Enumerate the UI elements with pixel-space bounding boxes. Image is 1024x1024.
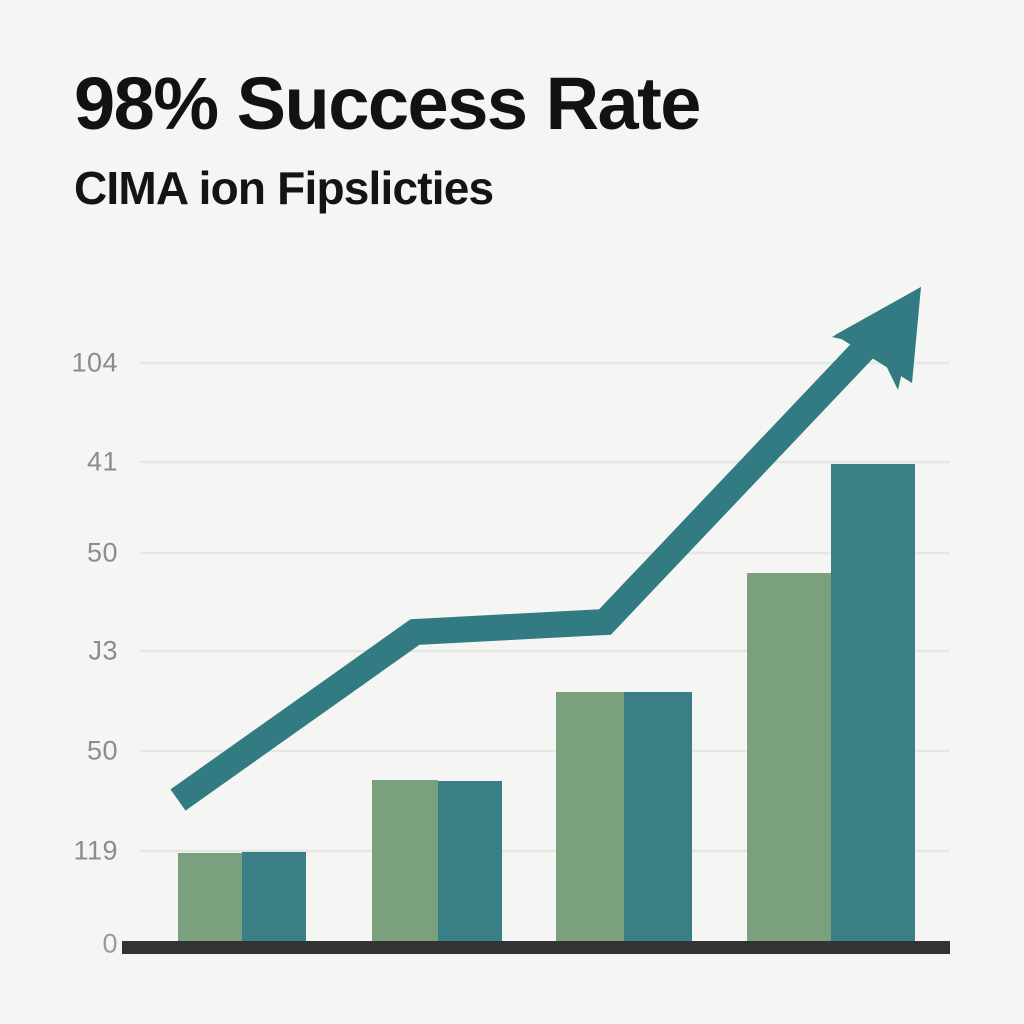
page-title: 98% Success Rate [74, 62, 701, 145]
y-axis-tick-label-1: 41 [86, 446, 118, 477]
y-axis-tick-label-2: 50 [86, 537, 118, 568]
x-axis-baseline [122, 941, 950, 954]
y-axis-tick-label-6: 0 [102, 928, 118, 959]
bar-segment-green-2 [372, 780, 438, 941]
trend-arrow-line [170, 287, 921, 811]
y-axis-tick-label-0: 104 [71, 347, 118, 378]
trend-arrowhead-fill [835, 287, 921, 383]
bar-segment-teal-1 [242, 852, 306, 941]
y-axis-tick-label-3: J3 [88, 635, 118, 666]
y-axis-tick-label-4: 50 [86, 735, 118, 766]
bar-group-2[interactable] [372, 780, 502, 941]
bar-segment-teal-2 [438, 781, 502, 941]
bar-segment-green-1 [178, 853, 242, 941]
heading-block: 98% Success Rate CIMA ion Fipslicties [74, 62, 954, 216]
bar-segment-teal-3 [624, 692, 692, 941]
bar-segment-green-3 [556, 692, 624, 941]
bar-segment-teal-4 [831, 464, 915, 941]
y-axis-tick-label-5: 119 [73, 835, 118, 866]
bar-segment-green-4 [747, 573, 831, 941]
bar-group-1[interactable] [178, 852, 306, 941]
page-subtitle: CIMA ion Fipslicties [74, 162, 494, 214]
bar-group-3[interactable] [556, 692, 692, 941]
bar-group-4[interactable] [747, 464, 915, 941]
